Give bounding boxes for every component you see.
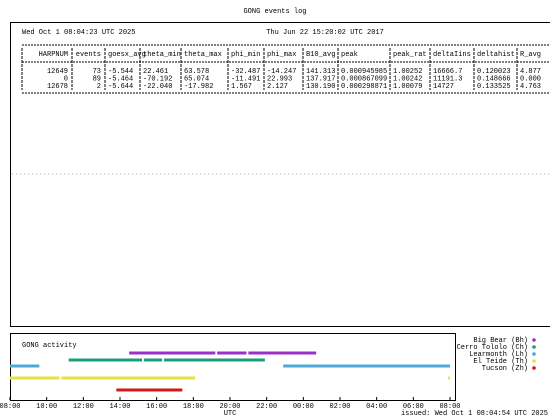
- activity-segment: [116, 388, 183, 392]
- x-tick-label: 08:00: [439, 403, 460, 411]
- column-header: theta_max: [184, 51, 222, 59]
- table-cell: 4.877: [520, 68, 541, 76]
- activity-segment: [143, 358, 163, 362]
- table-cell: 141.313: [306, 68, 335, 76]
- table-cell: -5.544: [108, 68, 133, 76]
- x-tick-label: 06:00: [403, 403, 424, 411]
- activity-segment: [164, 358, 265, 362]
- log-panel: [10, 22, 550, 327]
- x-tick-label: 16:00: [146, 403, 167, 411]
- x-tick-label: 10:00: [36, 403, 57, 411]
- column-header: R_avg: [520, 51, 541, 59]
- table-cell: 73: [93, 68, 101, 76]
- activity-segment: [217, 351, 247, 355]
- table-cell: 11191.3: [433, 75, 462, 83]
- legend-marker: [532, 359, 536, 363]
- table-cell: 22.993: [267, 75, 292, 83]
- legend-label: El Teide (Th): [473, 358, 528, 366]
- column-header: phi_max: [267, 51, 296, 59]
- table-cell: -70.192: [143, 75, 172, 83]
- legend-marker: [532, 345, 536, 349]
- table-cell: 0.148666: [477, 75, 511, 83]
- table-cell: -17.982: [184, 83, 213, 91]
- column-header: events: [76, 51, 101, 59]
- x-tick-label: 04:00: [366, 403, 387, 411]
- activity-segment: [10, 364, 40, 368]
- center-time: Thu Jun 22 15:20:02 UTC 2017: [266, 29, 384, 37]
- x-axis-label: UTC: [224, 410, 237, 418]
- table-cell: 16666.7: [433, 68, 462, 76]
- column-header: theta_min: [143, 51, 181, 59]
- table-cell: 1.00242: [393, 75, 422, 83]
- activity-segment: [68, 358, 142, 362]
- x-tick-label: 12:00: [73, 403, 94, 411]
- table-cell: 137.917: [306, 75, 335, 83]
- table-cell: 12678: [47, 83, 68, 91]
- table-cell: 89: [93, 75, 101, 83]
- column-header: B10_avg: [306, 51, 335, 59]
- activity-segment: [248, 351, 317, 355]
- table-cell: 0.000298871: [341, 83, 387, 91]
- table-cell: 1.00252: [393, 68, 422, 76]
- table-cell: 4.763: [520, 83, 541, 91]
- x-tick-label: 00:00: [293, 403, 314, 411]
- activity-title: GONG activity: [22, 342, 77, 350]
- x-tick-label: 20:00: [219, 403, 240, 411]
- table-cell: 0.000: [520, 75, 541, 83]
- table-cell: 1.567: [231, 83, 252, 91]
- table-cell: -5.464: [108, 75, 133, 83]
- legend-label: Cerro Tololo (Ch): [457, 344, 528, 352]
- x-tick-label: 14:00: [109, 403, 130, 411]
- x-tick-label: 08:00: [0, 403, 21, 411]
- table-cell: -32.487: [231, 68, 260, 76]
- table-cell: 0.133525: [477, 83, 511, 91]
- page-title: GONG events log: [243, 8, 306, 16]
- legend-label: Learmonth (Lh): [469, 351, 528, 359]
- activity-segment: [10, 376, 60, 380]
- table-cell: 22.461: [143, 68, 168, 76]
- x-tick-label: 02:00: [329, 403, 350, 411]
- column-header: deltahist: [477, 51, 515, 59]
- column-header: deltaIins: [433, 51, 471, 59]
- legend-marker: [532, 352, 536, 356]
- column-header: peak: [341, 51, 358, 59]
- table-cell: 14727: [433, 83, 454, 91]
- table-cell: 0.000945985: [341, 68, 387, 76]
- activity-segment: [129, 351, 216, 355]
- table-cell: -5.644: [108, 83, 133, 91]
- issued: issued: Wed Oct 1 08:04:54 UTC 2025: [401, 410, 548, 418]
- legend-marker: [532, 366, 536, 370]
- column-header: phi_min: [231, 51, 260, 59]
- table-cell: 0.000867099: [341, 75, 387, 83]
- left-time: Wed Oct 1 08:04:23 UTC 2025: [22, 29, 135, 37]
- x-tick-label: 18:00: [183, 403, 204, 411]
- table-cell: 2: [97, 83, 101, 91]
- table-cell: -14.247: [267, 68, 296, 76]
- table-cell: -11.491: [231, 75, 260, 83]
- table-cell: 0: [64, 75, 68, 83]
- table-cell: 1.00079: [393, 83, 422, 91]
- x-tick-label: 22:00: [256, 403, 277, 411]
- legend-label: Tucson (Zh): [482, 365, 528, 373]
- table-cell: 0.120023: [477, 68, 511, 76]
- column-header: peak_rat: [393, 51, 427, 59]
- activity-segment: [448, 376, 450, 380]
- table-cell: -22.040: [143, 83, 172, 91]
- table-cell: 2.127: [267, 83, 288, 91]
- activity-segment: [283, 364, 450, 368]
- table-cell: 63.578: [184, 68, 209, 76]
- table-cell: 130.190: [306, 83, 335, 91]
- table-cell: 12649: [47, 68, 68, 76]
- column-header: HARPNUM: [39, 51, 68, 59]
- column-header: goesx_avg: [108, 51, 146, 59]
- legend-label: Big Bear (Bh): [473, 337, 528, 345]
- legend-marker: [532, 338, 536, 342]
- activity-segment: [61, 376, 196, 380]
- table-cell: 65.074: [184, 75, 209, 83]
